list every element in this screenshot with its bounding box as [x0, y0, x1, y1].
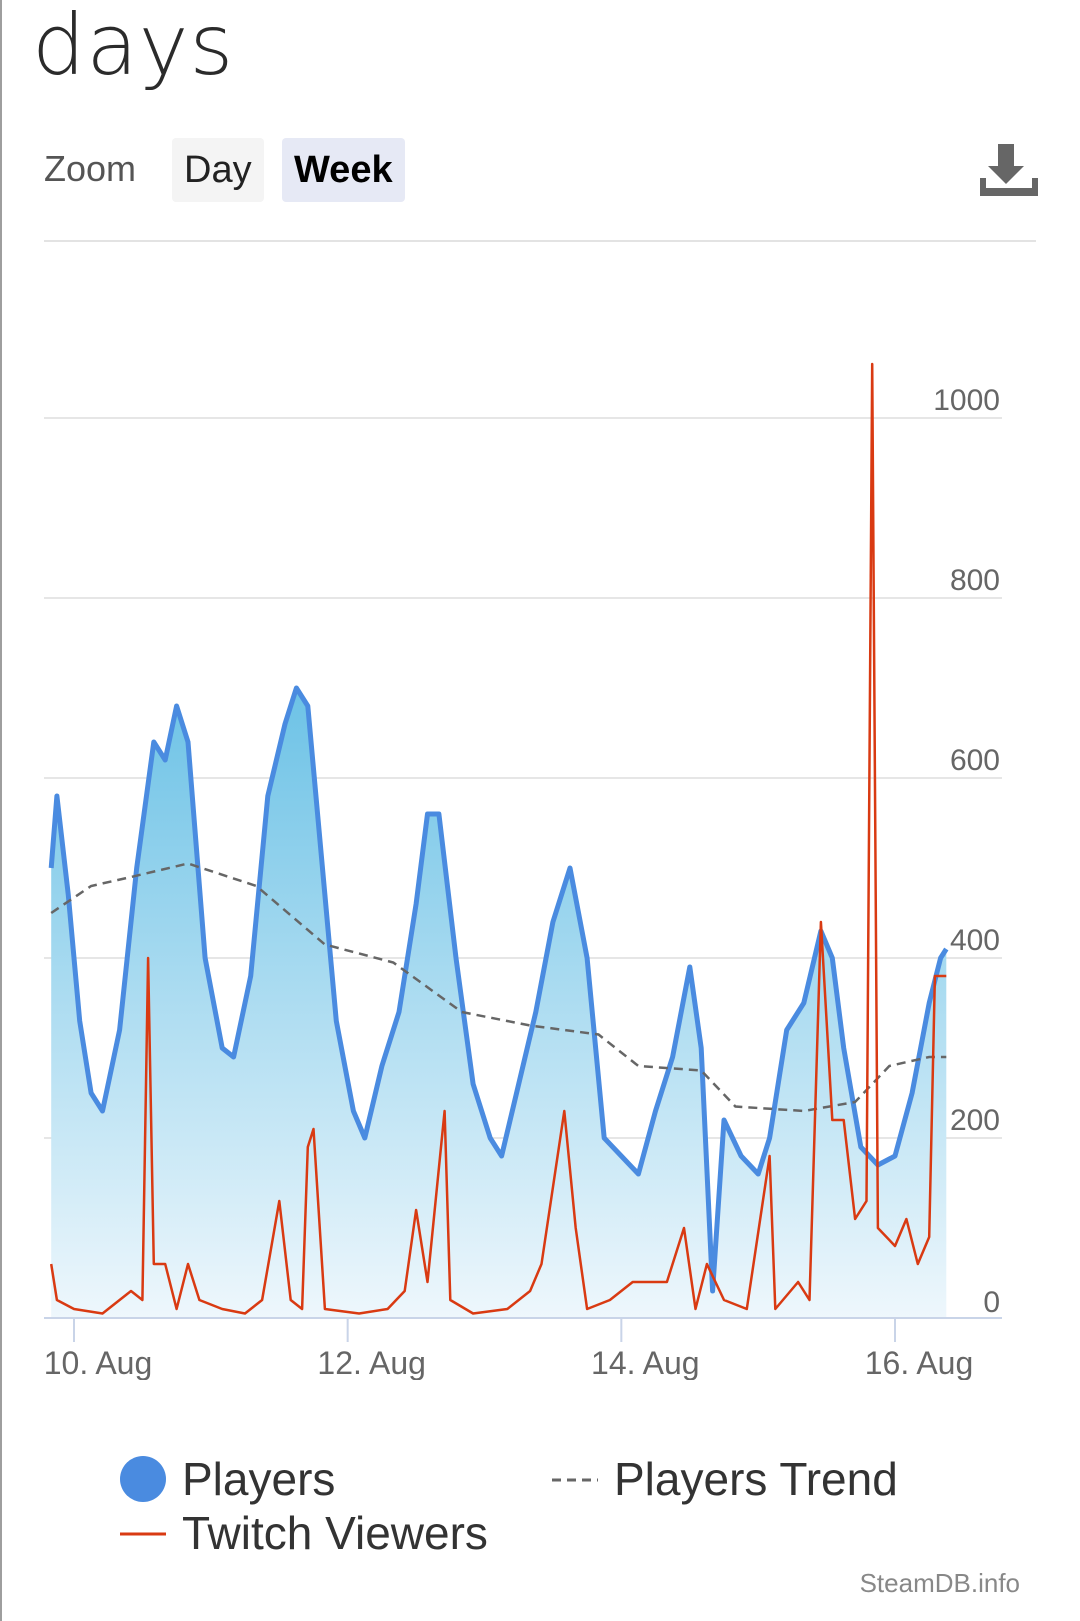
- y-axis-ticks: 0 200 400 600 800 1000: [933, 384, 1000, 1319]
- zoom-week-button[interactable]: Week: [282, 138, 405, 202]
- page-title: days: [32, 0, 235, 94]
- x-tick-label: 16. Aug: [865, 1345, 974, 1380]
- series-layer: [48, 362, 949, 1318]
- twitch-legend-line-icon: [120, 1532, 166, 1536]
- steamdb-credit[interactable]: SteamDB.info: [859, 1568, 1020, 1598]
- zoom-day-button[interactable]: Day: [172, 138, 264, 202]
- download-icon[interactable]: [980, 140, 1040, 200]
- legend-players-trend[interactable]: Players Trend: [550, 1452, 898, 1506]
- zoom-toolbar: Zoom Day Week: [44, 138, 1040, 202]
- zoom-label: Zoom: [44, 148, 137, 189]
- left-border: [0, 0, 2, 1621]
- players-legend-dot-icon: [120, 1456, 166, 1502]
- x-tick-label: 10. Aug: [44, 1345, 153, 1380]
- y-tick-label: 400: [950, 924, 1000, 957]
- x-tick-label: 12. Aug: [317, 1345, 426, 1380]
- x-tick-label: 14. Aug: [591, 1345, 700, 1380]
- legend-players-label: Players: [182, 1453, 336, 1505]
- y-tick-label: 200: [950, 1104, 1000, 1137]
- y-tick-label: 0: [983, 1286, 1000, 1319]
- legend-twitch-viewers-label: Twitch Viewers: [182, 1507, 488, 1559]
- legend-players-trend-label: Players Trend: [614, 1453, 898, 1505]
- x-axis: 10. Aug 12. Aug 14. Aug 16. Aug: [44, 1317, 1002, 1380]
- header-divider: [44, 240, 1036, 242]
- y-tick-label: 1000: [933, 384, 1000, 417]
- twitch-viewers-line[interactable]: [49, 362, 947, 1315]
- players-line[interactable]: [48, 685, 949, 1294]
- trend-legend-dash-icon: [552, 1478, 598, 1482]
- players-trend-line[interactable]: [50, 862, 947, 1113]
- y-tick-label: 600: [950, 744, 1000, 777]
- chart-legend: Players Players Trend Twitch Viewers: [0, 1453, 1080, 1621]
- y-tick-label: 800: [950, 564, 1000, 597]
- legend-players[interactable]: Players: [118, 1452, 335, 1506]
- legend-twitch-viewers[interactable]: Twitch Viewers: [118, 1506, 488, 1560]
